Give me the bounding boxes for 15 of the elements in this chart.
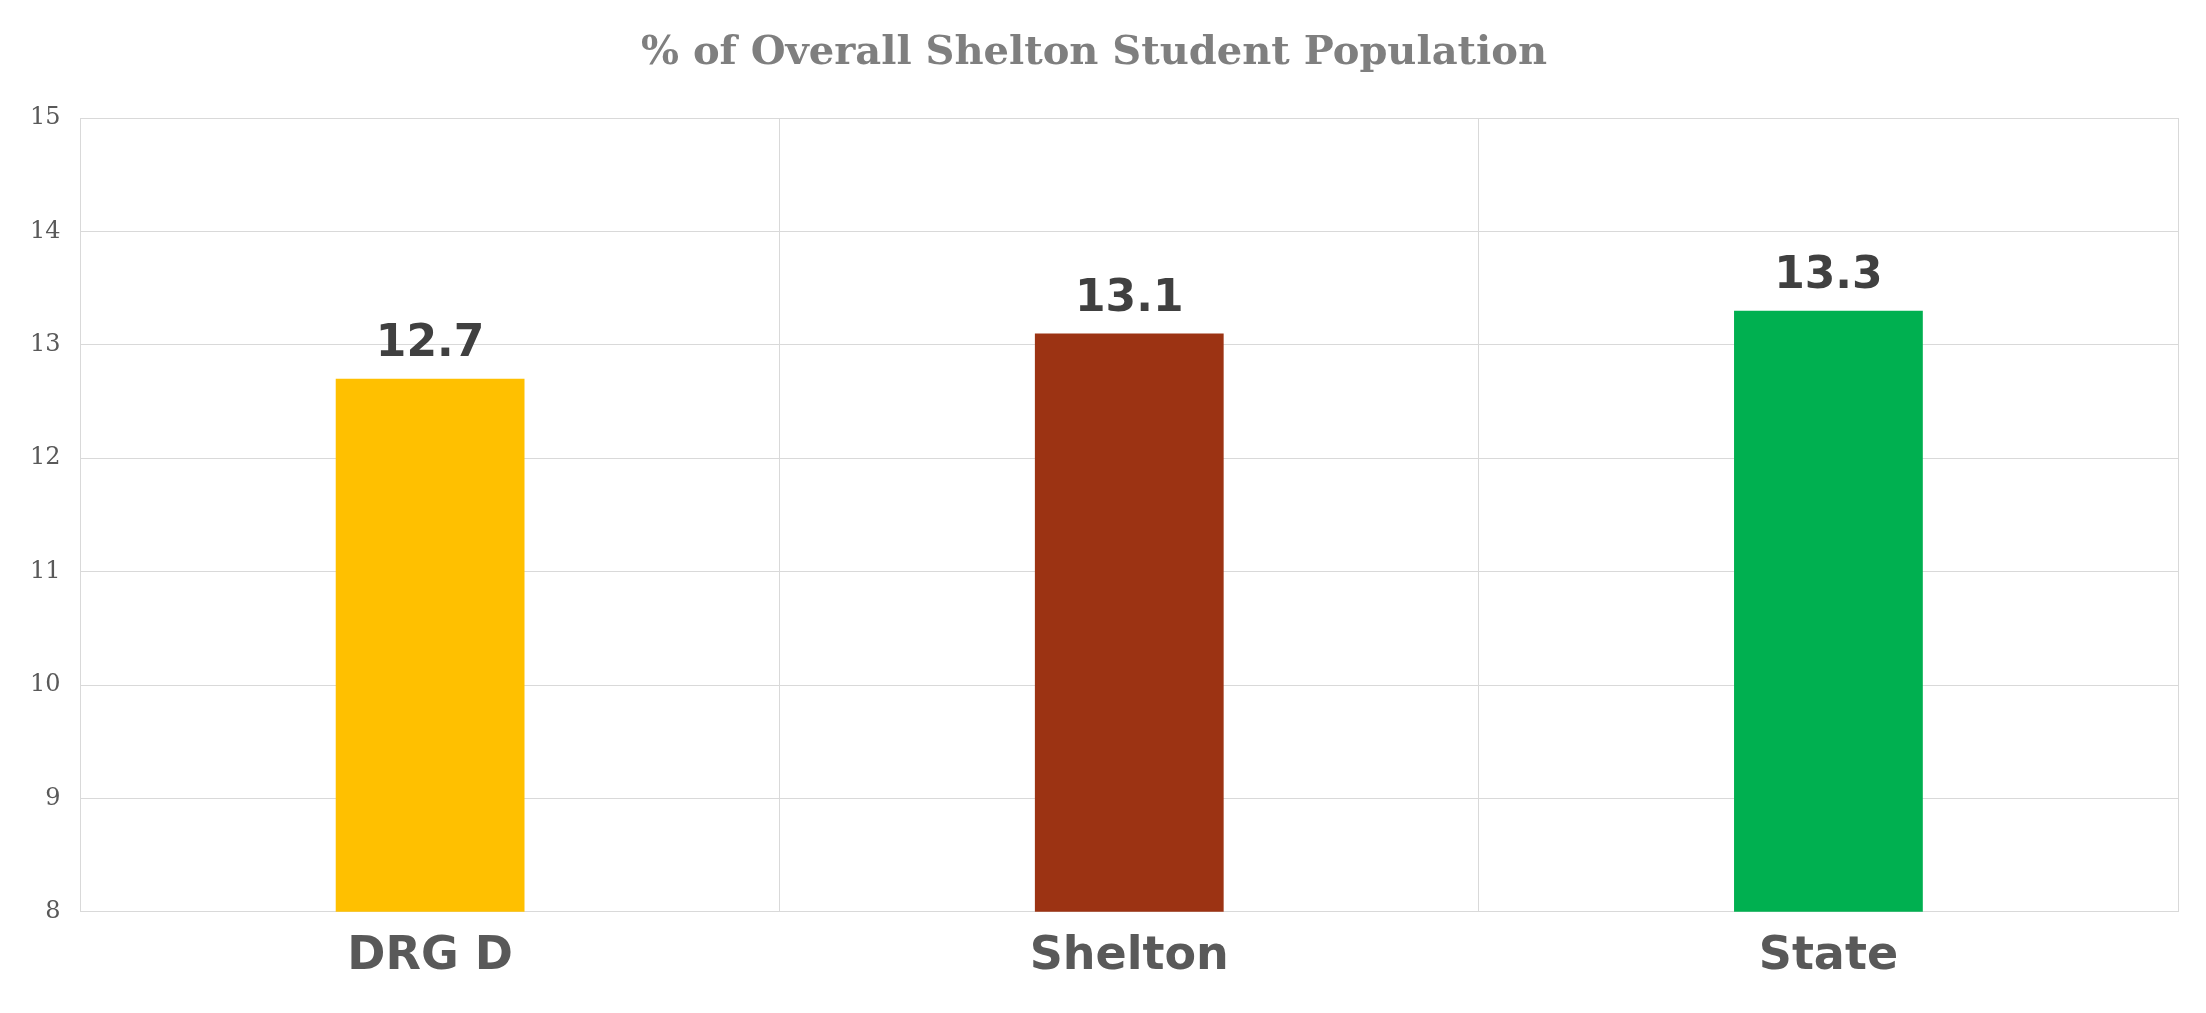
y-tick-label: 10 (29, 669, 61, 698)
y-tick-label: 9 (45, 782, 61, 811)
data-label: 13.3 (1774, 247, 1883, 299)
x-tick-label: Shelton (1029, 926, 1229, 981)
y-tick-label: 15 (29, 102, 61, 131)
chart-title: % of Overall Shelton Student Population (641, 26, 1547, 74)
x-tick-label: State (1758, 926, 1899, 981)
data-label: 12.7 (375, 315, 485, 367)
x-tick-label: DRG D (347, 926, 513, 981)
y-tick-label: 14 (29, 215, 61, 244)
y-tick-label: 13 (29, 329, 61, 358)
y-tick-label: 8 (45, 896, 61, 925)
y-tick-label: 11 (29, 555, 61, 584)
data-label: 13.1 (1074, 269, 1184, 321)
y-tick-label: 12 (29, 442, 61, 471)
